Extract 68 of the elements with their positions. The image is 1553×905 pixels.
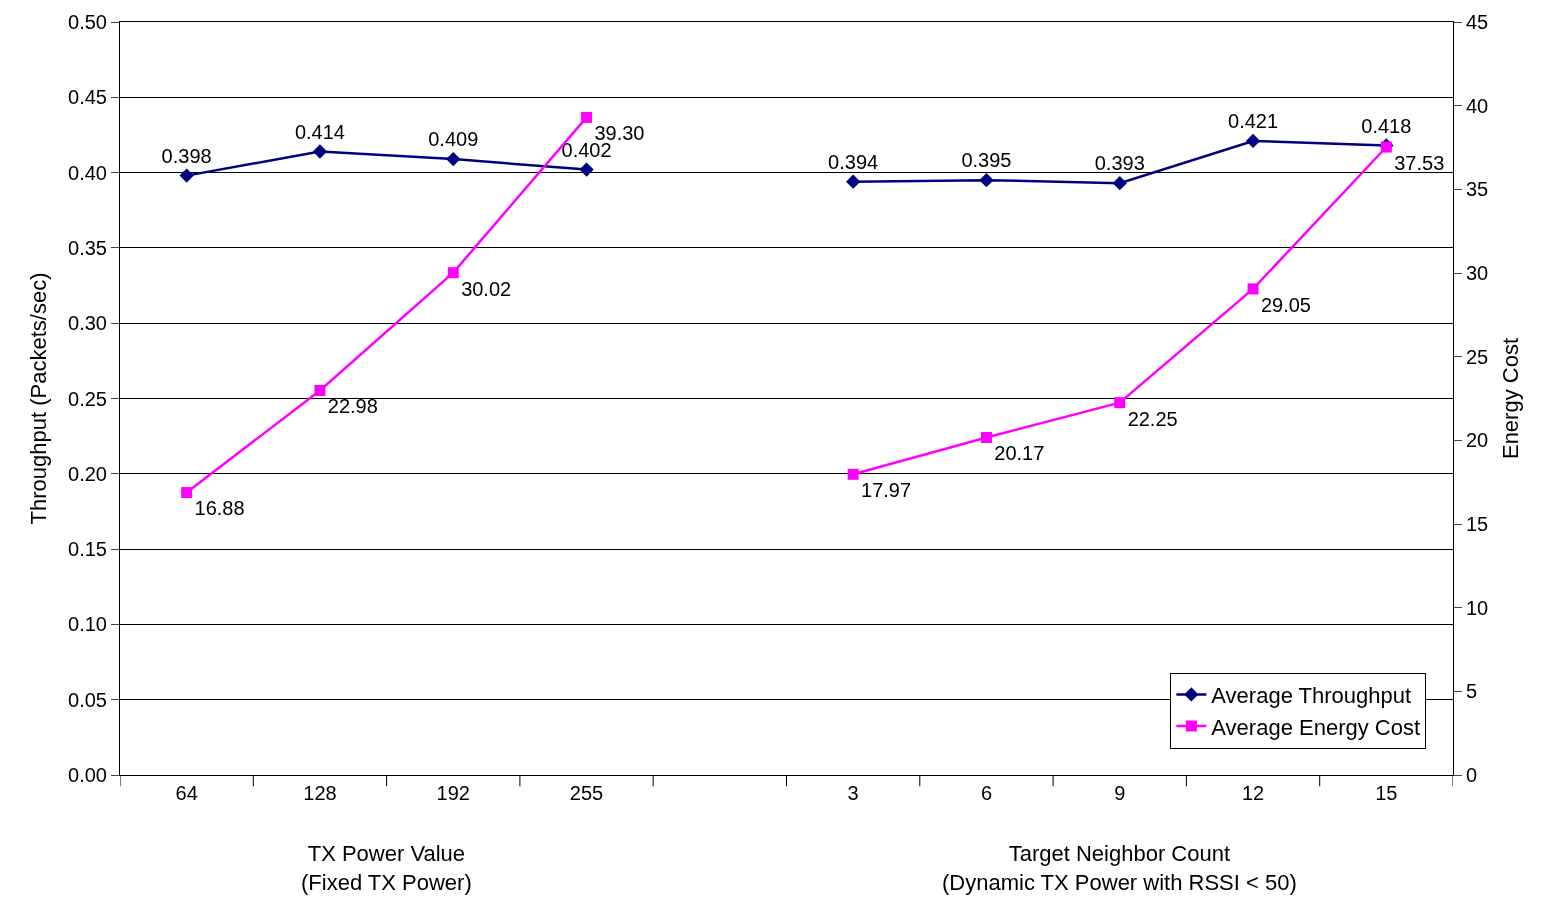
- x-tick-label: 128: [303, 782, 337, 804]
- y2-tick-label: 25: [1466, 345, 1489, 368]
- point: [1112, 175, 1127, 191]
- y-tick-label: 0.15: [68, 538, 107, 561]
- text: Target Neighbor Count (Dynamic TX Power with RSSI < 50): [942, 841, 1297, 895]
- y2-tick-label: 35: [1466, 178, 1489, 201]
- legend-label: Average Throughput: [1211, 683, 1412, 709]
- point: [979, 172, 994, 188]
- y-tick-label: 0.40: [68, 161, 107, 184]
- data-label: 20.17: [994, 442, 1045, 465]
- y-tick-label: 0.50: [68, 11, 107, 33]
- y2-tick-label: 45: [1466, 11, 1489, 33]
- x-tick-label: 64: [175, 782, 198, 804]
- y-tick-label: 0.45: [68, 86, 107, 109]
- y-tick-label: 0.10: [68, 613, 107, 636]
- x-tick-label: 15: [1375, 782, 1398, 804]
- y-tick-label: 0.00: [68, 764, 107, 786]
- x-tick-label: 6: [980, 782, 993, 804]
- point: [1247, 283, 1259, 295]
- y-tick-label: 0.25: [68, 387, 107, 410]
- data-label: 37.53: [1394, 151, 1445, 174]
- data-label: 16.88: [194, 497, 245, 520]
- y2-tick-label: 10: [1466, 596, 1489, 619]
- point: [846, 174, 861, 189]
- data-label: 22.25: [1127, 407, 1178, 430]
- data-label: 0.393: [1094, 152, 1145, 175]
- y-axis-title: Throughput (Packets/sec): [25, 272, 51, 525]
- text: TX Power Value (Fixed TX Power): [301, 841, 472, 895]
- point: [446, 151, 461, 167]
- data-label: 0.414: [294, 120, 345, 143]
- data-label: 0.421: [1228, 110, 1279, 133]
- data-label: 0.394: [828, 150, 879, 173]
- data-label: 17.97: [861, 479, 912, 502]
- y2-tick-label: 5: [1466, 680, 1478, 703]
- y2-tick-label: 15: [1466, 513, 1489, 535]
- y2-axis-title: Energy Cost: [1498, 337, 1524, 460]
- point: [581, 111, 593, 123]
- point: [447, 267, 459, 279]
- data-label: 0.398: [161, 144, 212, 167]
- y-tick-label: 0.20: [68, 462, 107, 485]
- point: [179, 168, 194, 183]
- y2-tick-label: 30: [1466, 262, 1489, 284]
- point: [312, 144, 328, 159]
- data-label: 30.02: [461, 277, 512, 300]
- y2-tick-label: 40: [1466, 94, 1489, 117]
- data-label: 22.98: [327, 395, 378, 418]
- x-tick-label: 255: [569, 782, 604, 804]
- y2-tick-label: 20: [1466, 429, 1489, 452]
- legend-label: Average Energy Cost: [1211, 714, 1421, 740]
- data-label: 29.05: [1260, 293, 1311, 316]
- x-tick-label: 3: [847, 782, 859, 804]
- point: [314, 384, 326, 396]
- point: [579, 162, 594, 177]
- point: [980, 431, 992, 443]
- data-label: 0.395: [961, 149, 1012, 172]
- point: [1114, 397, 1126, 409]
- x-tick-label: 12: [1241, 782, 1265, 804]
- x-tick-label: 192: [436, 782, 470, 804]
- data-label: 0.409: [428, 128, 479, 151]
- data-label: 0.418: [1361, 114, 1412, 137]
- y-tick-label: 0.35: [68, 236, 107, 259]
- point: [847, 468, 859, 480]
- y-tick-label: 0.30: [68, 312, 107, 335]
- y-tick-label: 0.05: [68, 688, 107, 711]
- point: [1245, 133, 1261, 149]
- x-tick-label: 9: [1114, 782, 1126, 804]
- y2-tick-label: 0: [1466, 764, 1478, 786]
- point: [181, 487, 193, 499]
